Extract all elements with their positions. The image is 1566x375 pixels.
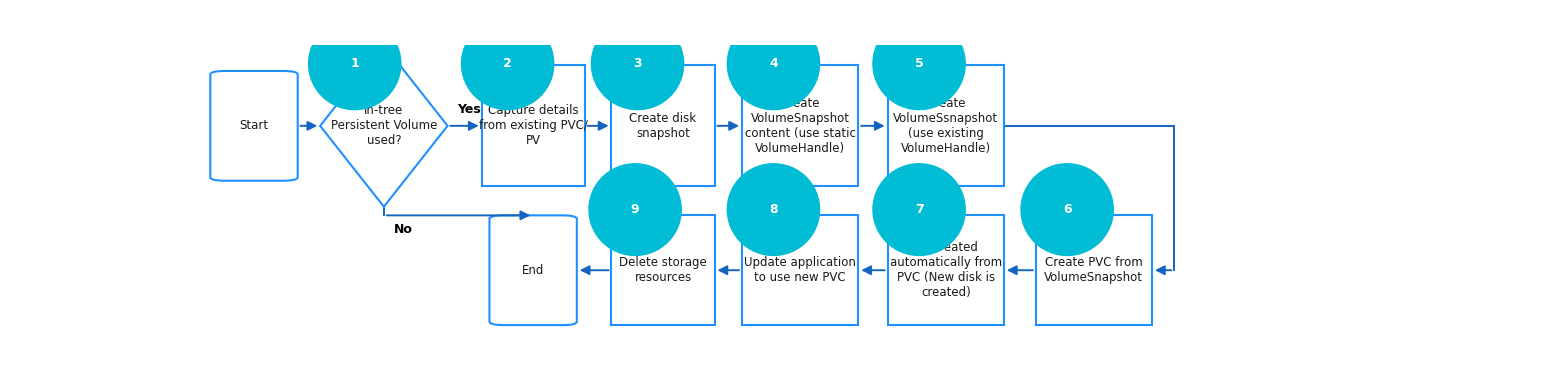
Text: 8: 8: [769, 203, 778, 216]
Bar: [482, 65, 584, 186]
Ellipse shape: [872, 18, 965, 110]
Bar: [611, 215, 714, 325]
Ellipse shape: [309, 18, 401, 110]
Text: 2: 2: [503, 57, 512, 70]
Text: Delete storage
resources: Delete storage resources: [619, 256, 706, 284]
Text: Create
VolumeSnapshot
content (use static
VolumeHandle): Create VolumeSnapshot content (use stati…: [745, 97, 855, 155]
Polygon shape: [319, 45, 448, 207]
Text: Create PVC from
VolumeSnapshot: Create PVC from VolumeSnapshot: [1045, 256, 1143, 284]
Text: Create
VolumeSsnapshot
(use existing
VolumeHandle): Create VolumeSsnapshot (use existing Vol…: [893, 97, 999, 155]
Text: 9: 9: [631, 203, 639, 216]
Text: 7: 7: [915, 203, 924, 216]
Text: Create disk
snapshot: Create disk snapshot: [630, 112, 697, 140]
Ellipse shape: [462, 18, 554, 110]
Bar: [742, 65, 858, 186]
Bar: [742, 215, 858, 325]
Bar: [888, 215, 1004, 325]
Text: No: No: [393, 223, 412, 236]
Ellipse shape: [872, 164, 965, 255]
Text: 5: 5: [915, 57, 924, 70]
Text: Update application
to use new PVC: Update application to use new PVC: [744, 256, 857, 284]
FancyBboxPatch shape: [490, 215, 576, 325]
Text: Capture details
from existing PVC/
PV: Capture details from existing PVC/ PV: [479, 104, 587, 147]
Bar: [1035, 215, 1153, 325]
Ellipse shape: [1021, 164, 1113, 255]
Ellipse shape: [727, 164, 819, 255]
Text: 6: 6: [1063, 203, 1071, 216]
Text: 1: 1: [351, 57, 359, 70]
Ellipse shape: [592, 18, 684, 110]
Bar: [611, 65, 714, 186]
Ellipse shape: [727, 18, 819, 110]
Text: Yes: Yes: [457, 104, 481, 117]
FancyBboxPatch shape: [210, 71, 298, 181]
Text: End: End: [521, 264, 545, 277]
Text: 4: 4: [769, 57, 778, 70]
Text: In-tree
Persistent Volume
used?: In-tree Persistent Volume used?: [330, 104, 437, 147]
Text: 3: 3: [633, 57, 642, 70]
Bar: [888, 65, 1004, 186]
Text: PV created
automatically from
PVC (New disk is
created): PV created automatically from PVC (New d…: [889, 241, 1002, 299]
Ellipse shape: [589, 164, 681, 255]
Text: Start: Start: [240, 119, 268, 132]
